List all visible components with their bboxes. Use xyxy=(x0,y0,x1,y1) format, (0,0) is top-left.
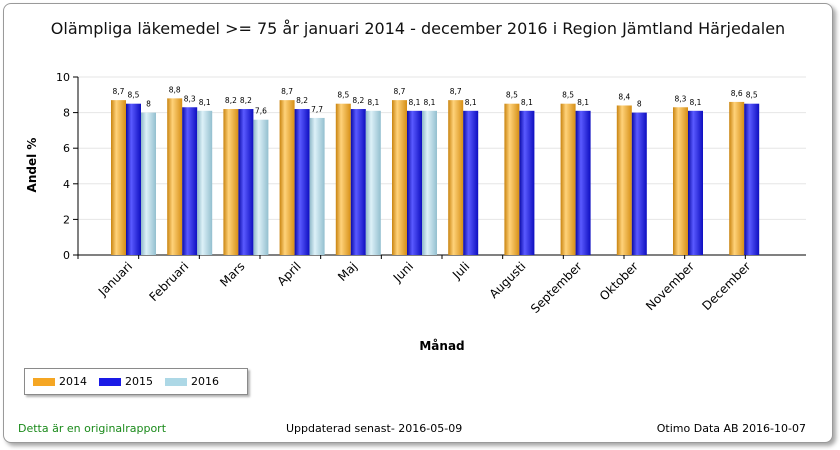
data-label: 8,7 xyxy=(281,87,293,96)
bar-2016-mars xyxy=(253,119,269,255)
legend-label-2014: 2014 xyxy=(59,375,87,388)
data-label: 8,7 xyxy=(394,87,406,96)
data-label: 8,1 xyxy=(577,98,589,107)
data-label: 8,2 xyxy=(240,96,252,105)
bar-2014-augusti xyxy=(504,103,520,255)
data-label: 8,5 xyxy=(337,91,349,100)
data-label: 8,1 xyxy=(690,98,702,107)
data-label: 8,2 xyxy=(225,96,237,105)
bar-2015-februari xyxy=(182,107,198,255)
bar-2014-december xyxy=(729,101,745,255)
bar-2015-november xyxy=(688,110,703,255)
bar-2014-oktober xyxy=(616,105,632,255)
y-tick-label: 0 xyxy=(63,249,70,262)
data-label: 8,2 xyxy=(352,96,364,105)
data-label: 8,1 xyxy=(424,98,436,107)
y-tick-label: 6 xyxy=(63,142,70,155)
bar-2015-juli xyxy=(463,110,479,255)
data-label: 8,5 xyxy=(128,91,140,100)
y-tick-label: 8 xyxy=(63,107,70,120)
y-tick-label: 4 xyxy=(63,178,70,191)
data-label: 8,1 xyxy=(199,98,211,107)
bar-2014-maj xyxy=(335,103,351,255)
data-label: 8,1 xyxy=(465,98,477,107)
data-label: 8,4 xyxy=(618,92,630,101)
legend-swatch-2015 xyxy=(99,377,121,386)
bar-2015-april xyxy=(294,109,310,255)
data-label: 8,1 xyxy=(409,98,421,107)
bar-2015-december xyxy=(744,103,760,255)
y-tick-label: 10 xyxy=(56,71,70,84)
y-axis-label: Andel % xyxy=(25,138,39,193)
legend-item-2015: 2015 xyxy=(99,375,153,388)
bar-2014-juni xyxy=(392,100,407,255)
legend: 2014 2015 2016 xyxy=(24,368,248,395)
y-tick-label: 2 xyxy=(63,213,70,226)
x-tick-label: Maj xyxy=(335,259,360,284)
chart-title: Olämpliga läkemedel >= 75 år januari 201… xyxy=(50,19,786,38)
bar-2015-september xyxy=(575,110,591,255)
bar-2015-augusti xyxy=(519,110,535,255)
publisher-date: Otimo Data AB 2016-10-07 xyxy=(656,422,806,435)
x-tick-label: Mars xyxy=(217,259,247,289)
bar-2015-maj xyxy=(350,109,366,255)
original-report-note: Detta är en originalrapport xyxy=(18,422,167,435)
x-tick-label: April xyxy=(274,259,303,288)
bar-2016-januari xyxy=(141,112,156,255)
data-label: 8,1 xyxy=(521,98,533,107)
data-label: 8 xyxy=(637,100,642,109)
data-label: 8,1 xyxy=(367,98,379,107)
bar-2015-januari xyxy=(126,103,141,255)
updated-date: Uppdaterad senast- 2016-05-09 xyxy=(286,422,463,435)
data-label: 8,5 xyxy=(562,91,574,100)
bar-2016-februari xyxy=(197,110,213,255)
data-label: 8 xyxy=(146,100,151,109)
data-label: 8,5 xyxy=(506,91,518,100)
legend-swatch-2016 xyxy=(165,377,187,386)
bar-2014-november xyxy=(673,107,688,255)
data-label: 8,2 xyxy=(296,96,308,105)
x-tick-label: Augusti xyxy=(487,259,529,301)
legend-item-2016: 2016 xyxy=(165,375,219,388)
data-label: 7,7 xyxy=(311,105,323,114)
data-label: 8,8 xyxy=(169,85,181,94)
x-tick-label: Januari xyxy=(95,259,135,299)
data-label: 8,3 xyxy=(184,94,196,103)
x-tick-label: Juli xyxy=(449,259,472,282)
legend-label-2016: 2016 xyxy=(191,375,219,388)
data-label: 7,6 xyxy=(255,107,267,116)
data-label: 8,3 xyxy=(675,94,687,103)
bar-2014-september xyxy=(560,103,576,255)
bar-2016-juni xyxy=(422,110,437,255)
x-tick-label: November xyxy=(643,259,697,313)
bar-2015-oktober xyxy=(631,112,647,255)
data-label: 8,5 xyxy=(746,91,758,100)
x-axis-label: Månad xyxy=(419,339,464,353)
legend-item-2014: 2014 xyxy=(33,375,87,388)
bar-2014-april xyxy=(279,100,295,255)
legend-label-2015: 2015 xyxy=(125,375,153,388)
x-tick-label: December xyxy=(699,259,753,313)
legend-swatch-2014 xyxy=(33,377,55,386)
x-tick-label: September xyxy=(528,259,585,316)
bar-2014-februari xyxy=(167,98,183,255)
data-label: 8,6 xyxy=(731,89,743,98)
bar-2016-maj xyxy=(365,110,381,255)
x-tick-label: Oktober xyxy=(597,259,641,303)
x-tick-label: Februari xyxy=(146,259,191,304)
bar-2014-januari xyxy=(111,100,126,255)
data-label: 8,7 xyxy=(113,87,125,96)
bar-2016-april xyxy=(309,117,325,255)
bar-2014-mars xyxy=(223,109,239,255)
bar-2014-juli xyxy=(448,100,464,255)
data-label: 8,7 xyxy=(450,87,462,96)
bar-2015-mars xyxy=(238,109,254,255)
bar-2015-juni xyxy=(407,110,422,255)
x-tick-label: Juni xyxy=(390,259,416,285)
